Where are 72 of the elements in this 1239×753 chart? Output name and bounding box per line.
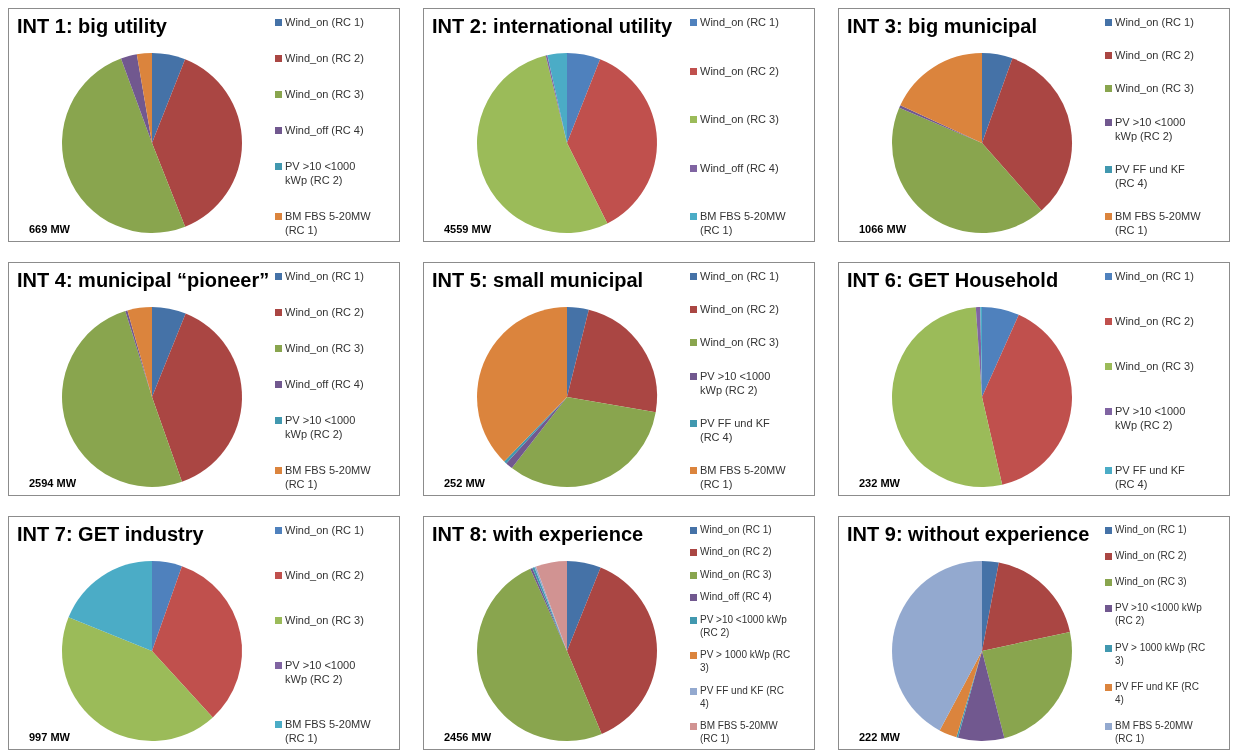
legend-label: Wind_on (RC 2) [1115, 314, 1195, 328]
legend-label: PV FF und KF (RC 4) [1115, 463, 1186, 491]
text: 232 MW [859, 477, 900, 489]
chart-title: INT 4: municipal “pioneer” [17, 269, 270, 292]
chart-title: INT 1: big utility [17, 15, 167, 38]
text: 252 MW [444, 477, 485, 489]
legend-label: Wind_on (RC 3) [1115, 81, 1195, 96]
legend-label: PV >10 <1000 kWp (RC 2) [1115, 601, 1203, 628]
legend-label: PV FF und KF (RC 4) [700, 683, 785, 710]
legend-label: PV >10 <1000 kWp (RC 2) [1115, 114, 1187, 143]
legend-label: Wind_on (RC 3) [1115, 575, 1188, 589]
legend-label: BM FBS 5-20MW (RC 1) [1115, 718, 1194, 745]
legend-label: PV FF und KF (RC 4) [700, 415, 771, 444]
legend-label: BM FBS 5-20MW (RC 1) [700, 462, 787, 491]
legend-label: Wind_on (RC 3) [700, 335, 780, 350]
legend-label: Wind_off (RC 4) [285, 377, 365, 391]
legend-label: Wind_on (RC 2) [285, 305, 365, 319]
legend-label: Wind_on (RC 3) [700, 567, 773, 581]
legend-label: Wind_on (RC 1) [285, 523, 365, 537]
legend-label: Wind_on (RC 2) [1115, 549, 1188, 563]
legend-label: Wind_on (RC 1) [700, 15, 780, 29]
legend-label: PV >10 <1000 kWp (RC 2) [700, 612, 788, 639]
legend-label: Wind_on (RC 2) [1115, 48, 1195, 63]
legend-label: Wind_on (RC 2) [700, 302, 780, 317]
chart-title: INT 2: international utility [432, 15, 673, 38]
chart-title: INT 9: without experience [847, 523, 1090, 546]
legend-label: Wind_on (RC 2) [700, 545, 773, 559]
legend-label: Wind_on (RC 2) [700, 63, 780, 78]
legend-label: Wind_on (RC 3) [285, 87, 365, 101]
legend-label: PV >10 <1000 kWp (RC 2) [1115, 404, 1187, 432]
chart-title: INT 8: with experience [432, 523, 644, 546]
legend-label: BM FBS 5-20MW (RC 1) [700, 209, 787, 237]
legend-label: Wind_on (RC 1) [285, 269, 365, 283]
text: 222 MW [859, 731, 900, 743]
legend-label: PV >10 <1000 kWp (RC 2) [285, 159, 357, 187]
legend-label: Wind_on (RC 1) [1115, 15, 1195, 29]
legend-label: PV >10 <1000 kWp (RC 2) [700, 368, 772, 397]
legend-label: Wind_on (RC 3) [1115, 359, 1195, 373]
text: 2456 MW [444, 731, 492, 743]
legend-label: Wind_on (RC 1) [700, 523, 773, 536]
legend-label: Wind_on (RC 2) [285, 568, 365, 582]
text: 997 MW [29, 731, 70, 743]
legend-label: BM FBS 5-20MW (RC 1) [285, 463, 372, 491]
legend-label: BM FBS 5-20MW (RC 1) [285, 717, 372, 745]
legend-label: Wind_off (RC 4) [700, 590, 773, 604]
legend-label: PV > 1000 kWp (RC 3) [1115, 640, 1207, 667]
legend-label: Wind_off (RC 4) [285, 123, 365, 137]
legend-label: Wind_on (RC 1) [700, 269, 780, 283]
legend-label: Wind_on (RC 3) [285, 341, 365, 355]
legend-label: BM FBS 5-20MW (RC 1) [700, 718, 779, 745]
text: 669 MW [29, 223, 70, 235]
text: 1066 MW [859, 223, 907, 235]
chart-title: INT 6: GET Household [847, 269, 1059, 292]
chart-title: INT 3: big municipal [847, 15, 1038, 38]
text: 2594 MW [29, 477, 77, 489]
legend-label: Wind_on (RC 2) [285, 51, 365, 65]
legend-label: PV FF und KF (RC 4) [1115, 161, 1186, 190]
chart-title: INT 7: GET industry [17, 523, 204, 546]
legend-label: Wind_on (RC 1) [285, 15, 365, 29]
legend-label: Wind_on (RC 1) [1115, 523, 1188, 536]
legend-label: Wind_on (RC 3) [285, 613, 365, 627]
legend-label: BM FBS 5-20MW (RC 1) [1115, 208, 1202, 237]
legend-label: Wind_off (RC 4) [700, 160, 780, 175]
chart-title: INT 5: small municipal [432, 269, 644, 292]
legend-label: PV FF und KF (RC 4) [1115, 679, 1200, 706]
text: 4559 MW [444, 223, 492, 235]
legend-label: BM FBS 5-20MW (RC 1) [285, 209, 372, 237]
legend-label: PV > 1000 kWp (RC 3) [700, 648, 792, 675]
legend-label: PV >10 <1000 kWp (RC 2) [285, 413, 357, 441]
legend-label: Wind_on (RC 3) [700, 112, 780, 126]
legend-label: Wind_on (RC 1) [1115, 269, 1195, 283]
legend-label: PV >10 <1000 kWp (RC 2) [285, 658, 357, 686]
